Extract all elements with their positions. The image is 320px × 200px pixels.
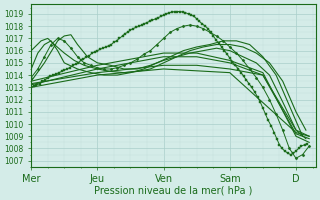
X-axis label: Pression niveau de la mer( hPa ): Pression niveau de la mer( hPa )	[94, 186, 253, 196]
